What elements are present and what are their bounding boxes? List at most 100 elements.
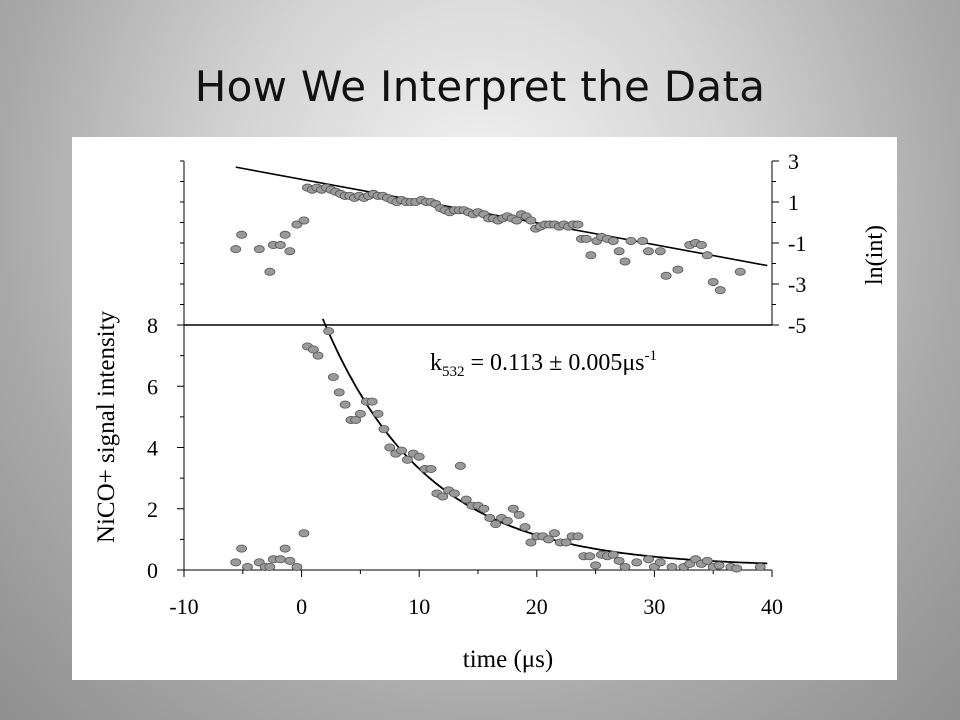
top-y-axis-label: ln(int) (862, 225, 888, 285)
bottom-y-tick-label: 0 (147, 558, 158, 583)
top-data-point (619, 257, 631, 266)
bottom-data-point (339, 400, 351, 409)
bottom-data-point (279, 544, 291, 553)
top-data-point (701, 251, 713, 260)
x-tick-label: 10 (408, 594, 430, 619)
bottom-data-point (449, 489, 460, 498)
bottom-data-point (478, 504, 490, 513)
bottom-data-point (501, 516, 513, 525)
bottom-data-point (291, 562, 303, 571)
bottom-y-tick-label: 8 (147, 313, 158, 338)
bottom-data-point (584, 552, 596, 561)
rate-annotation-subscript: 532 (442, 364, 465, 380)
bottom-data-point (284, 556, 296, 565)
bottom-data-point (264, 562, 276, 571)
top-data-point (511, 216, 523, 225)
bottom-data-point (333, 388, 345, 397)
bottom-y-tick-label: 4 (147, 436, 158, 461)
labels-layer: ln(int) NiCO+ signal intensity time (μs)… (93, 225, 888, 673)
bottom-data-point (312, 351, 324, 360)
top-data-point (613, 247, 625, 256)
bottom-y-tick-label: 6 (147, 374, 158, 399)
top-data-point (714, 286, 726, 295)
bottom-data-point (754, 562, 766, 571)
top-data-point (585, 251, 597, 260)
bottom-data-point (607, 550, 619, 559)
top-y-tick-label: -3 (788, 272, 806, 297)
bottom-data-point (366, 397, 378, 406)
rate-annotation-text: = 0.113 ± 0.005μs (465, 350, 645, 376)
bottom-data-point (275, 555, 286, 564)
top-data-point (298, 216, 310, 225)
bottom-data-point (654, 558, 666, 567)
top-data-point (625, 236, 637, 245)
rate-annotation-superscript: -1 (645, 348, 658, 364)
top-data-point (525, 216, 537, 225)
bottom-data-point (354, 409, 366, 418)
bottom-data-point (350, 415, 362, 424)
bottom-data-point (384, 443, 396, 452)
x-axis-label: time (μs) (463, 646, 553, 673)
top-data-point (672, 265, 684, 274)
rate-constant-annotation: k532 = 0.113 ± 0.005μs-1 (430, 348, 657, 380)
points-layer (230, 183, 766, 573)
bottom-data-point (643, 555, 654, 564)
top-data-point (230, 245, 242, 254)
bottom-data-point (713, 561, 725, 570)
top-y-tick-label: -1 (788, 231, 806, 256)
bottom-data-point (590, 561, 601, 570)
bottom-data-point (701, 556, 713, 565)
top-data-point (284, 247, 296, 256)
top-data-point (643, 247, 654, 256)
bottom-y-axis-label: NiCO+ signal intensity (93, 310, 120, 543)
top-data-point (279, 230, 291, 239)
bottom-data-point (513, 510, 525, 519)
top-data-point (236, 230, 248, 239)
bottom-data-point (413, 452, 425, 461)
bottom-data-point (307, 345, 319, 354)
bottom-data-point (396, 446, 407, 455)
top-data-point (275, 241, 286, 250)
top-data-point (660, 271, 672, 280)
bottom-data-point (437, 492, 449, 501)
bottom-data-point (619, 562, 631, 571)
bottom-data-point (323, 327, 335, 336)
bottom-data-point (372, 409, 384, 418)
bottom-data-point (490, 520, 502, 529)
top-data-point (734, 267, 746, 276)
bottom-data-point (484, 513, 496, 522)
top-data-point (654, 247, 666, 256)
bottom-data-point (327, 373, 339, 382)
x-tick-label: -10 (169, 594, 198, 619)
bottom-data-point (298, 529, 310, 538)
bottom-data-point (454, 461, 466, 470)
bottom-data-point (525, 538, 537, 547)
bottom-data-point (543, 535, 554, 544)
bottom-data-point (560, 538, 572, 547)
top-data-point (696, 241, 707, 250)
top-data-point (572, 220, 584, 229)
top-data-point (607, 236, 619, 245)
bottom-data-point (613, 556, 625, 565)
top-data-point (264, 267, 276, 276)
bottom-data-point (731, 564, 743, 573)
top-data-point (637, 236, 649, 245)
bottom-data-point (236, 544, 248, 553)
slide-title: How We Interpret the Data (194, 62, 766, 111)
top-y-tick-label: -5 (788, 313, 806, 338)
top-data-point (291, 220, 303, 229)
bottom-data-point (425, 464, 437, 473)
top-data-point (580, 234, 592, 243)
chart-figure: 3 1 -1 -3 -5 8 6 4 2 0 -10 0 10 20 30 40 ln(int) NiCO+ … (72, 137, 897, 680)
bottom-data-point (549, 529, 560, 538)
bottom-data-point (572, 532, 584, 541)
top-data-point (707, 277, 719, 286)
x-tick-label: 30 (643, 594, 665, 619)
x-tick-label: 20 (526, 594, 548, 619)
top-data-point (253, 245, 265, 254)
rate-annotation-main: k (430, 350, 442, 376)
bottom-data-point (631, 558, 643, 567)
bottom-data-point (519, 523, 531, 532)
bottom-data-point (242, 562, 253, 571)
